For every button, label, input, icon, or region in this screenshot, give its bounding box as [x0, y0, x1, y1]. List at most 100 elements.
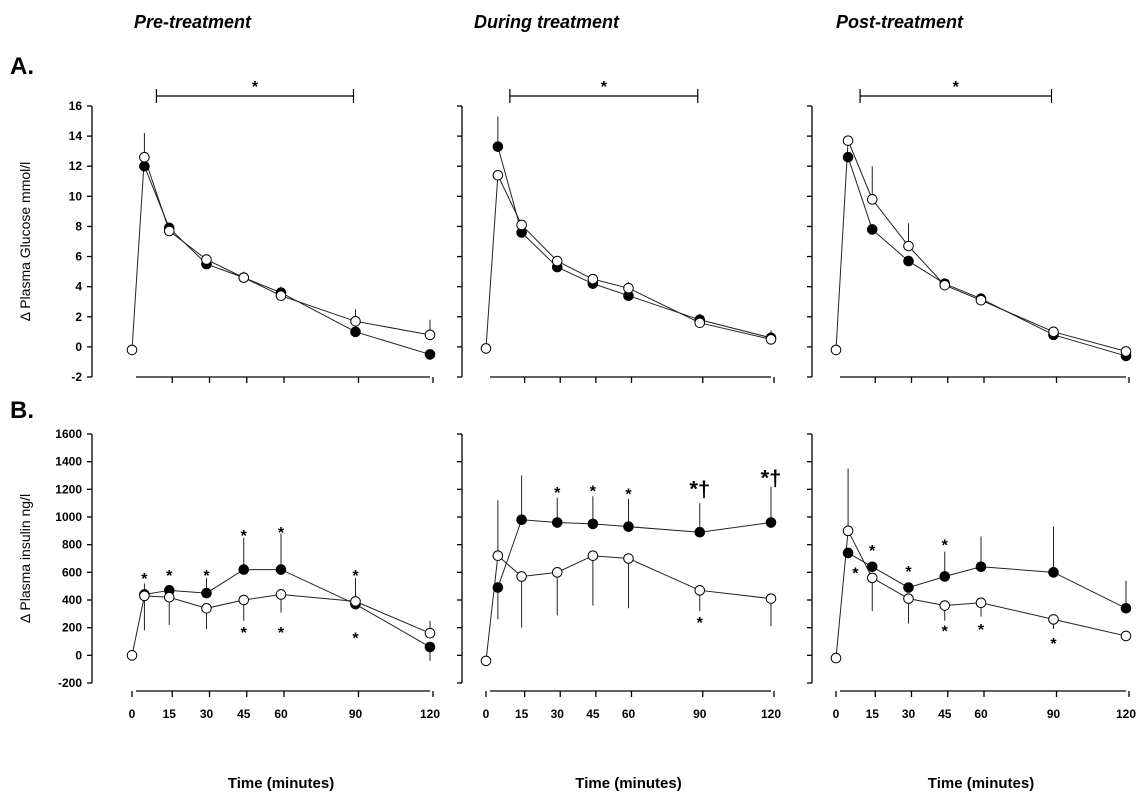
data-point-open	[350, 596, 361, 607]
y-tick-label: 10	[69, 189, 83, 203]
significance-marker: *	[625, 486, 632, 503]
data-point-open	[201, 603, 212, 614]
data-point-filled	[139, 160, 150, 172]
data-point-filled	[903, 255, 914, 267]
y-tick-label: -2	[71, 370, 82, 384]
column-title-during: During treatment	[474, 12, 620, 32]
bracket-label: *	[601, 79, 608, 96]
data-point-open	[623, 553, 634, 564]
data-point-filled	[866, 224, 878, 235]
significance-marker: *	[1050, 636, 1057, 653]
data-point-open	[516, 219, 527, 231]
data-point-filled	[516, 514, 527, 526]
data-point-filled	[975, 561, 987, 573]
significance-marker: *	[352, 568, 359, 585]
data-point-open	[830, 652, 842, 664]
data-point-filled	[765, 517, 777, 528]
y-tick-label: 400	[62, 593, 82, 607]
data-point-open	[126, 344, 138, 356]
data-point-open	[842, 525, 854, 537]
data-point-filled	[1120, 603, 1132, 614]
data-point-open	[939, 600, 951, 611]
significance-marker: *	[241, 625, 248, 642]
panel-label-a: A.	[10, 53, 34, 80]
y-tick-label: 2	[75, 310, 82, 324]
y-tick-label: 6	[75, 250, 82, 264]
data-point-open	[492, 169, 504, 181]
x-tick-label: 45	[938, 707, 952, 721]
data-point-open	[975, 597, 987, 609]
data-point-open	[238, 272, 250, 283]
data-point-open	[975, 294, 987, 306]
data-point-filled	[939, 571, 951, 582]
significance-marker: *	[203, 568, 210, 585]
data-point-open	[126, 650, 138, 661]
y-tick-label: 1200	[55, 482, 82, 496]
chart-b-2: 0 15 30 45 60 90 120 Time (minutes) * * * * * * *	[807, 433, 1136, 792]
significance-marker: *	[241, 528, 248, 545]
series-line-filled	[847, 552, 1127, 609]
significance-marker: *	[942, 623, 949, 640]
x-tick-label: 30	[902, 707, 916, 721]
series-line-filled	[144, 569, 431, 648]
significance-marker: *†	[761, 466, 782, 491]
panel-label-b: B.	[10, 397, 34, 424]
data-point-filled	[842, 547, 854, 559]
y-tick-label: 14	[69, 129, 83, 143]
y-axis-label: Δ Plasma insulin ng/l	[17, 494, 33, 623]
data-point-open	[1048, 326, 1059, 338]
x-tick-label: 30	[200, 707, 214, 721]
x-tick-label: 120	[1116, 707, 1136, 721]
data-point-filled	[866, 561, 878, 573]
charts-area: -2 0 2 4 6 8 10 12 14 16 Δ Plasma Glucose mmol/l * *…	[17, 79, 1136, 792]
x-tick-label: 90	[1047, 707, 1061, 721]
data-point-filled	[238, 564, 250, 575]
data-point-filled	[350, 326, 361, 338]
y-tick-label: 8	[75, 219, 82, 233]
chart-b-1: 0 15 30 45 60 90 120 Time (minutes) * * * *† *† *	[457, 433, 782, 792]
data-point-open	[139, 151, 150, 163]
data-point-filled	[492, 582, 504, 593]
data-point-open	[903, 240, 914, 252]
x-tick-label: 15	[866, 707, 880, 721]
chart-a-2: *	[807, 79, 1132, 383]
column-title-pre: Pre-treatment	[134, 12, 252, 32]
x-tick-label: 0	[833, 707, 840, 721]
y-tick-label: 1600	[55, 427, 82, 441]
data-point-open	[903, 593, 914, 604]
y-tick-label: 800	[62, 538, 82, 552]
data-point-open	[765, 593, 777, 604]
x-tick-label: 90	[349, 707, 363, 721]
data-point-filled	[694, 526, 706, 538]
chart-a-1: *	[457, 79, 777, 383]
data-point-open	[551, 567, 563, 578]
data-point-open	[587, 273, 599, 285]
data-point-open	[492, 550, 504, 562]
significance-marker: *	[978, 622, 985, 639]
x-tick-label: 45	[237, 707, 251, 721]
data-point-open	[587, 550, 599, 562]
series-line-open	[131, 157, 431, 350]
x-axis-label: Time (minutes)	[228, 775, 334, 792]
data-point-open	[830, 344, 842, 356]
data-point-filled	[1048, 567, 1059, 578]
y-tick-label: -200	[58, 676, 82, 690]
data-point-filled	[623, 521, 634, 532]
data-point-open	[163, 225, 175, 237]
data-point-filled	[201, 587, 212, 599]
data-point-open	[163, 591, 175, 603]
data-point-open	[551, 255, 563, 267]
y-tick-label: 1400	[55, 455, 82, 469]
y-tick-label: 4	[75, 280, 82, 294]
data-point-open	[1120, 630, 1132, 642]
data-point-open	[765, 334, 777, 345]
x-tick-label: 60	[274, 707, 288, 721]
data-point-open	[424, 329, 436, 341]
data-point-open	[842, 135, 854, 146]
data-point-open	[201, 254, 212, 265]
series-line-open	[835, 529, 1127, 659]
data-point-open	[350, 315, 361, 327]
significance-marker: *	[869, 543, 876, 560]
significance-marker: *	[141, 571, 148, 588]
y-tick-label: 0	[75, 340, 82, 354]
